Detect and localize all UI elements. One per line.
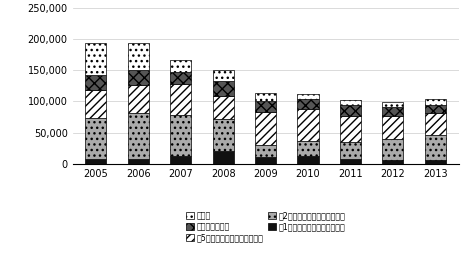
Bar — [340, 116, 361, 143]
Bar — [128, 113, 149, 159]
Bar — [128, 159, 149, 164]
Bar — [128, 85, 149, 113]
Bar — [424, 105, 446, 113]
Bar — [255, 93, 276, 101]
Bar — [170, 60, 191, 72]
Bar — [382, 107, 403, 116]
Bar — [297, 99, 319, 110]
Bar — [212, 151, 234, 164]
Bar — [212, 119, 234, 151]
Bar — [170, 155, 191, 164]
Bar — [85, 89, 107, 118]
Bar — [85, 75, 107, 89]
Bar — [85, 159, 107, 164]
Bar — [85, 44, 107, 75]
Bar — [424, 135, 446, 160]
Bar — [424, 99, 446, 105]
Bar — [255, 145, 276, 157]
Bar — [297, 94, 319, 99]
Bar — [382, 139, 403, 160]
Bar — [340, 159, 361, 164]
Bar — [297, 156, 319, 164]
Bar — [297, 141, 319, 156]
Bar — [212, 96, 234, 119]
Bar — [382, 160, 403, 164]
Bar — [255, 112, 276, 145]
Bar — [212, 70, 234, 81]
Bar — [382, 116, 403, 139]
Bar — [128, 70, 149, 85]
Bar — [170, 72, 191, 84]
Bar — [297, 110, 319, 141]
Bar — [382, 102, 403, 107]
Bar — [255, 157, 276, 164]
Bar — [340, 143, 361, 159]
Bar — [170, 84, 191, 115]
Bar — [85, 118, 107, 159]
Bar — [340, 105, 361, 116]
Bar — [170, 115, 191, 155]
Bar — [424, 160, 446, 164]
Bar — [255, 101, 276, 112]
Bar — [212, 81, 234, 96]
Bar — [128, 44, 149, 70]
Bar — [340, 100, 361, 105]
Bar — [424, 113, 446, 135]
Legend: その他, ポイント制以外, 第5階層相当（短期労働者等）, 第2階層相当（専門技術者等）, 第1階層相当（高度技術者等）: その他, ポイント制以外, 第5階層相当（短期労働者等）, 第2階層相当（専門技… — [183, 208, 349, 246]
